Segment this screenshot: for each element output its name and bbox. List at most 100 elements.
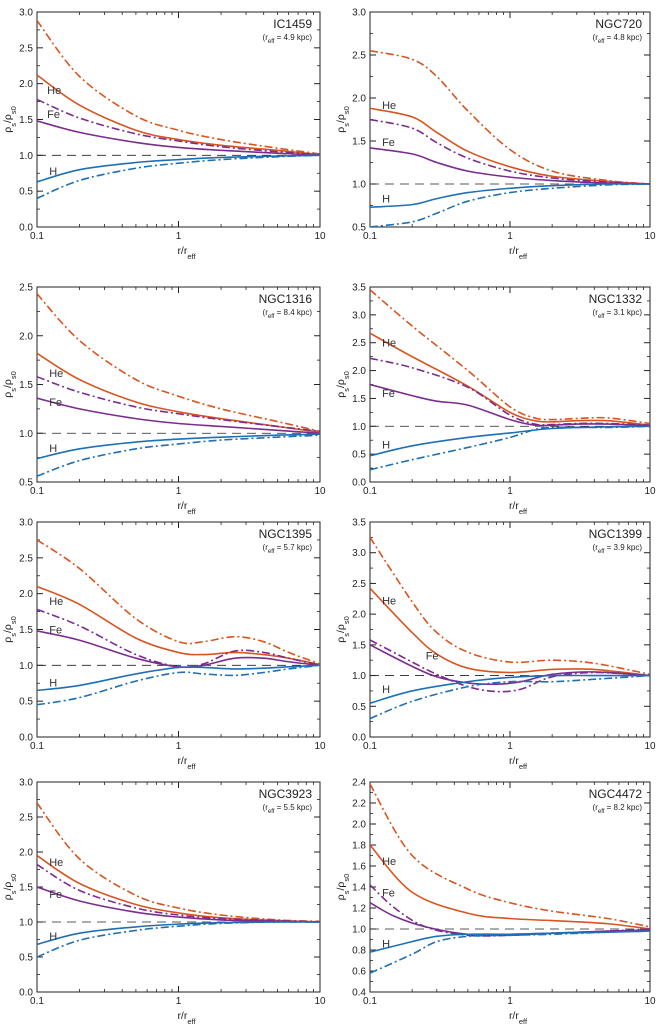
y-tick-label: 2.0 bbox=[19, 79, 33, 90]
y-tick-label: 1.0 bbox=[19, 151, 33, 162]
plot-frame bbox=[36, 521, 321, 738]
chart-title: NGC720 bbox=[595, 17, 642, 31]
plot-frame bbox=[369, 781, 651, 993]
series-line-h-solid bbox=[37, 921, 320, 946]
y-tick-label: 1.5 bbox=[352, 137, 366, 148]
y-tick-label: 3.0 bbox=[19, 518, 33, 529]
series-line-he-solid bbox=[370, 587, 650, 677]
series-line-fe-dash-dot bbox=[37, 375, 320, 433]
y-tick-label: 3.0 bbox=[352, 548, 366, 559]
chart-subtitle: (reff = 5.5 kpc) bbox=[263, 803, 313, 815]
x-tick-label: 1 bbox=[507, 996, 513, 1007]
y-tick-label: 1.5 bbox=[19, 883, 33, 894]
series-line-he-dash-dot bbox=[37, 293, 320, 433]
curve-label-he: He bbox=[382, 856, 396, 868]
chart-title: NGC1316 bbox=[259, 292, 313, 306]
y-tick-label: 1.4 bbox=[352, 883, 366, 894]
chart-subtitle: (reff = 4.9 kpc) bbox=[263, 33, 313, 45]
series-line-fe-dash-dot bbox=[370, 639, 650, 693]
series-line-h-solid bbox=[370, 183, 650, 209]
y-tick-label: 0.8 bbox=[352, 946, 366, 957]
y-tick-label: 0.0 bbox=[352, 478, 366, 489]
x-axis-label: r/reff bbox=[509, 1010, 528, 1026]
curve-label-he: He bbox=[382, 596, 396, 608]
x-tick-label: 1 bbox=[176, 231, 182, 242]
series-line-he-dash-dot bbox=[370, 536, 650, 676]
chart-title: IC1459 bbox=[273, 17, 312, 31]
y-axis-label: ρs/ρs0 bbox=[335, 106, 351, 133]
series-line-he-dash-dot bbox=[37, 802, 320, 923]
y-tick-label: 1.8 bbox=[352, 841, 366, 852]
y-tick-label: 1.5 bbox=[19, 115, 33, 126]
chart-panel-ngc1332: 0.1 1 10 0.0 0.5 1.0 1.5 2.0 2.5 3.0 3.5 He Fe H NGC13… bbox=[335, 283, 656, 516]
y-tick-label: 1.6 bbox=[352, 862, 366, 873]
series-line-he-dash-dot bbox=[37, 20, 320, 155]
series-line-fe-solid bbox=[37, 120, 320, 157]
chart-subtitle: (reff = 4.8 kpc) bbox=[593, 33, 643, 45]
series-line-fe-dash-dot bbox=[370, 118, 650, 185]
curve-label-h: H bbox=[49, 166, 57, 178]
x-tick-label: 10 bbox=[644, 486, 656, 497]
y-axis-label: ρs/ρs0 bbox=[335, 616, 351, 643]
y-tick-label: 3.0 bbox=[352, 8, 366, 19]
y-tick-label: 0.6 bbox=[352, 967, 366, 978]
series-line-he-solid bbox=[370, 332, 650, 426]
y-tick-label: 0.5 bbox=[19, 187, 33, 198]
y-tick-label: 0.4 bbox=[352, 988, 366, 999]
y-tick-label: 0.0 bbox=[19, 988, 33, 999]
x-tick-label: 10 bbox=[314, 741, 326, 752]
x-tick-label: 1 bbox=[507, 486, 513, 497]
y-tick-label: 0.5 bbox=[19, 953, 33, 964]
series-line-h-dash-dot bbox=[37, 664, 320, 706]
x-axis-label: r/reff bbox=[177, 755, 196, 771]
chart-panel-ngc3923: 0.1 1 10 0.0 0.5 1.0 1.5 2.0 2.5 3.0 He Fe H NGC3923 (… bbox=[2, 778, 326, 1026]
x-axis-label: r/reff bbox=[177, 245, 196, 261]
y-tick-label: 0.5 bbox=[352, 223, 366, 234]
series-line-fe-solid bbox=[37, 630, 320, 669]
chart-panel-ngc1399: 0.1 1 10 0.0 0.5 1.0 1.5 2.0 2.5 3.0 3.5 He Fe H NGC13… bbox=[335, 518, 656, 771]
y-tick-label: 1.0 bbox=[19, 918, 33, 929]
y-tick-label: 0.5 bbox=[352, 702, 366, 713]
x-axis-label: r/reff bbox=[509, 245, 528, 261]
series-line-fe-solid bbox=[370, 644, 650, 686]
y-tick-label: 3.5 bbox=[352, 518, 366, 529]
series-line-h-solid bbox=[370, 674, 650, 704]
curve-label-fe: Fe bbox=[382, 388, 395, 400]
y-tick-label: 0.5 bbox=[19, 697, 33, 708]
y-tick-label: 1.5 bbox=[352, 640, 366, 651]
y-tick-label: 2.0 bbox=[19, 589, 33, 600]
y-tick-label: 2.0 bbox=[352, 94, 366, 105]
series-line-he-dash-dot bbox=[370, 783, 650, 928]
series-line-h-dash-dot bbox=[37, 921, 320, 958]
chart-subtitle: (reff = 8.2 kpc) bbox=[593, 803, 643, 815]
y-tick-label: 1.5 bbox=[19, 380, 33, 391]
series-line-h-solid bbox=[370, 930, 650, 953]
x-tick-label: 1 bbox=[176, 486, 182, 497]
y-tick-label: 2.5 bbox=[352, 579, 366, 590]
chart-subtitle: (reff = 5.7 kpc) bbox=[263, 543, 313, 555]
plot-frame bbox=[36, 781, 321, 993]
series-line-h-dash-dot bbox=[37, 434, 320, 477]
y-axis-label: ρs/ρs0 bbox=[2, 616, 18, 643]
y-tick-label: 1.0 bbox=[352, 925, 366, 936]
series-line-he-dash-dot bbox=[370, 289, 650, 425]
series-line-he-solid bbox=[37, 74, 320, 156]
y-axis-label: ρs/ρs0 bbox=[2, 106, 18, 133]
x-tick-label: 10 bbox=[644, 231, 656, 242]
y-tick-label: 1.0 bbox=[19, 661, 33, 672]
x-tick-label: 10 bbox=[644, 741, 656, 752]
x-tick-label: 0.1 bbox=[30, 486, 44, 497]
x-tick-label: 1 bbox=[507, 231, 513, 242]
y-tick-label: 0.0 bbox=[19, 223, 33, 234]
series-line-h-solid bbox=[37, 664, 320, 692]
curve-label-he: He bbox=[382, 100, 396, 112]
series-line-h-solid bbox=[37, 433, 320, 460]
curve-label-h: H bbox=[382, 684, 390, 696]
curve-label-fe: Fe bbox=[426, 650, 439, 662]
y-tick-label: 1.0 bbox=[19, 429, 33, 440]
curve-label-fe: Fe bbox=[382, 887, 395, 899]
y-tick-label: 1.0 bbox=[352, 671, 366, 682]
chart-panel-ngc1395: 0.1 1 10 0.0 0.5 1.0 1.5 2.0 2.5 3.0 He Fe H NGC1395 (… bbox=[2, 518, 326, 771]
y-axis-label: ρs/ρs0 bbox=[2, 874, 18, 901]
